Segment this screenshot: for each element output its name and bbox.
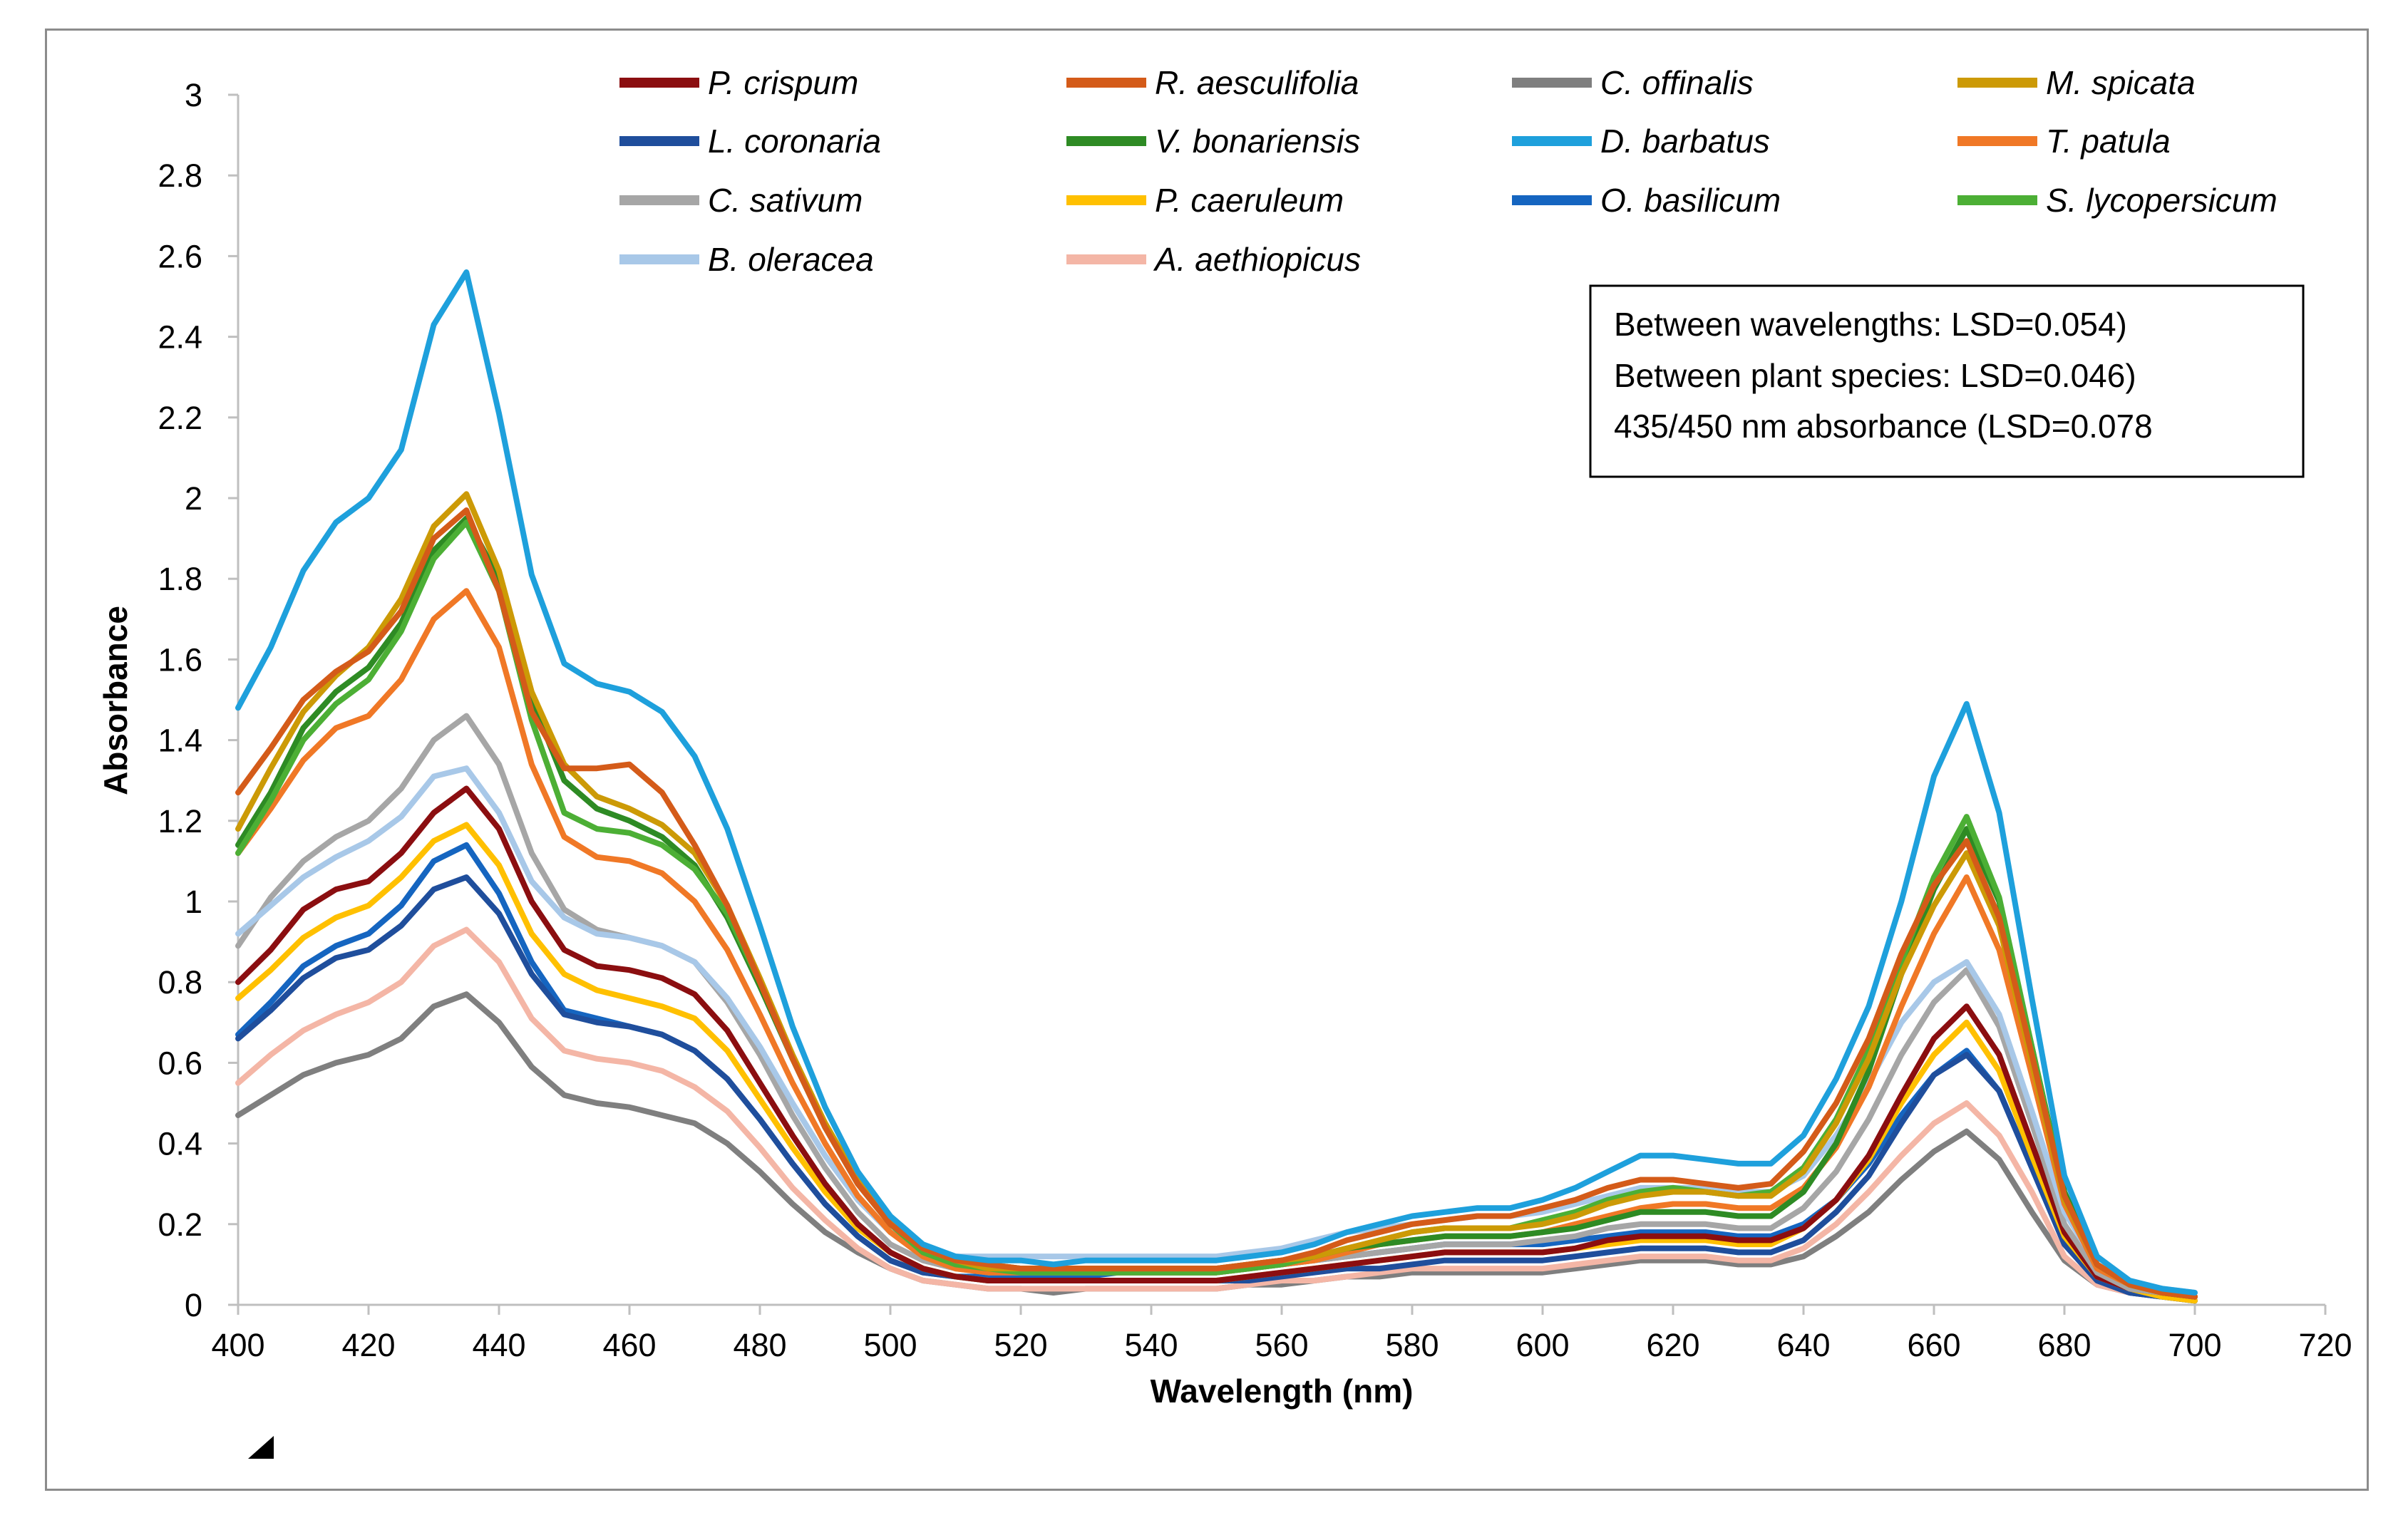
legend-label: A. aethiopicus xyxy=(1153,241,1361,278)
series-lines xyxy=(235,269,2198,1304)
absorbance-chart: 400 420 440 460 480 500 520 540 560 580 600 620 640 6… xyxy=(97,64,2352,1459)
y-tick-label: 2.4 xyxy=(158,319,202,356)
x-tick-label: 400 xyxy=(211,1327,264,1363)
y-tick-label: 0.2 xyxy=(158,1206,202,1243)
series-line-o-basilicum xyxy=(235,842,2198,1304)
x-tick-label: 420 xyxy=(341,1327,395,1363)
legend-label: R. aesculifolia xyxy=(1155,64,1359,101)
x-tick-label: 480 xyxy=(733,1327,786,1363)
resize-corner-marker xyxy=(248,1436,274,1459)
series-line-r-aesculifolia xyxy=(235,507,2198,1300)
tick-labels: 400 420 440 460 480 500 520 540 560 580 600 620 640 6… xyxy=(158,77,2352,1363)
annotation-line-3: 435/450 nm absorbance (LSD=0.078 xyxy=(1614,408,2153,445)
y-tick-label: 3 xyxy=(185,77,202,113)
series-line-a-aethiopicus xyxy=(235,926,2198,1304)
legend: P. crispum R. aesculifolia C. offinalis M. … xyxy=(619,64,2278,278)
y-tick-label: 2.8 xyxy=(158,157,202,194)
annotation-line-1: Between wavelengths: LSD=0.054) xyxy=(1614,306,2127,343)
x-tick-label: 680 xyxy=(2037,1327,2091,1363)
y-tick-label: 2.6 xyxy=(158,238,202,274)
legend-label: C. sativum xyxy=(708,182,863,219)
x-tick-label: 440 xyxy=(472,1327,525,1363)
series-line-d-barbatus xyxy=(235,269,2198,1296)
x-tick-label: 720 xyxy=(2298,1327,2352,1363)
legend-label: C. offinalis xyxy=(1600,64,1754,101)
y-tick-label: 1.2 xyxy=(158,803,202,839)
chart-frame: 400 420 440 460 480 500 520 540 560 580 600 620 640 6… xyxy=(45,29,2369,1491)
legend-label: P. crispum xyxy=(708,64,858,101)
legend-label: P. caeruleum xyxy=(1155,182,1344,219)
legend-label: M. spicata xyxy=(2046,64,2196,101)
legend-label: V. bonariensis xyxy=(1155,123,1360,160)
y-tick-label: 1.6 xyxy=(158,641,202,678)
x-tick-label: 580 xyxy=(1385,1327,1439,1363)
x-tick-label: 540 xyxy=(1124,1327,1178,1363)
annotation-border xyxy=(1589,284,2305,478)
y-tick-label: 2.2 xyxy=(158,400,202,436)
x-tick-label: 640 xyxy=(1776,1327,1830,1363)
series-line-s-lycopersicum xyxy=(235,520,2198,1300)
legend-label: D. barbatus xyxy=(1600,123,1770,160)
y-tick-label: 0.8 xyxy=(158,964,202,1001)
legend-label: L. coronaria xyxy=(708,123,881,160)
series-line-l-coronaria xyxy=(235,874,2198,1304)
x-tick-label: 460 xyxy=(602,1327,656,1363)
y-tick-label: 1.4 xyxy=(158,723,202,759)
y-tick-label: 1.8 xyxy=(158,561,202,597)
x-tick-label: 600 xyxy=(1516,1327,1569,1363)
x-tick-label: 500 xyxy=(863,1327,917,1363)
x-tick-label: 520 xyxy=(994,1327,1047,1363)
x-tick-label: 560 xyxy=(1255,1327,1308,1363)
y-axis-title: Absorbance xyxy=(97,606,134,795)
lsd-annotation-box: Between wavelengths: LSD=0.054) Between … xyxy=(1589,284,2305,478)
legend-label: B. oleracea xyxy=(708,241,874,278)
x-tick-label: 620 xyxy=(1646,1327,1699,1363)
legend-label: T. patula xyxy=(2046,123,2171,160)
series-line-p-crispum xyxy=(235,785,2198,1300)
y-tick-label: 1 xyxy=(185,884,202,920)
y-tick-label: 2 xyxy=(185,480,202,517)
legend-label: S. lycopersicum xyxy=(2046,182,2278,219)
y-tick-label: 0.6 xyxy=(158,1045,202,1081)
x-axis-title: Wavelength (nm) xyxy=(1151,1373,1414,1410)
x-tick-label: 660 xyxy=(1907,1327,1960,1363)
y-tick-label: 0.4 xyxy=(158,1126,202,1162)
x-tick-label: 700 xyxy=(2168,1327,2221,1363)
annotation-line-2: Between plant species: LSD=0.046) xyxy=(1614,357,2136,394)
legend-label: O. basilicum xyxy=(1600,182,1781,219)
y-tick-label: 0 xyxy=(185,1287,202,1323)
